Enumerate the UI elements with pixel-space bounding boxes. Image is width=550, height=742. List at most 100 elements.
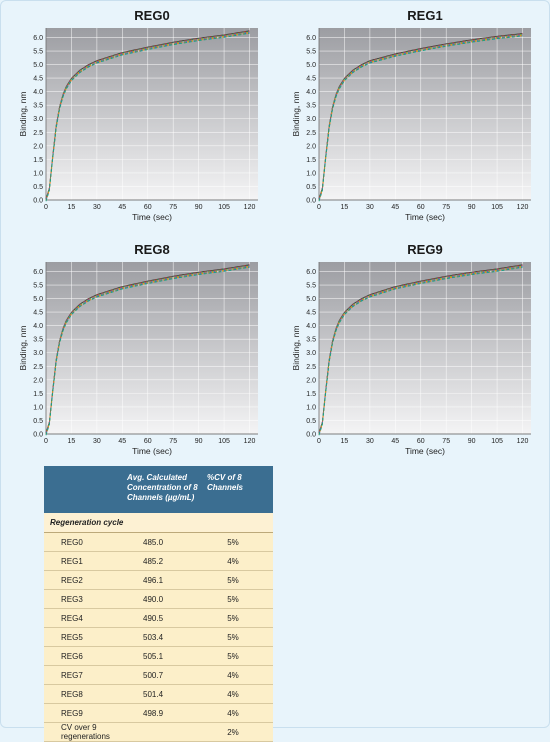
cell-avg-concentration: 485.2 <box>123 551 203 571</box>
section-row: Regeneration cycle <box>44 513 273 533</box>
cell-cycle-name: REG6 <box>44 646 123 666</box>
y-tick-label: 4.5 <box>306 76 316 83</box>
x-tick-label: 75 <box>442 204 450 211</box>
y-axis-label: Binding, nm <box>18 92 28 137</box>
y-tick-label: 6.0 <box>306 269 316 276</box>
cell-cv: 4% <box>203 665 273 685</box>
y-axis-label: Binding, nm <box>18 326 28 371</box>
chart-reg1: REG1 0.0 0.5 1.0 1.5 2.0 2.5 3.0 3.5 4.0 4.5 5.0 5.5… <box>273 0 548 230</box>
table-row: REG9 498.9 4% <box>44 703 273 723</box>
header-cv: %CV of 8 Channels <box>203 466 273 513</box>
y-tick-label: 2.5 <box>306 364 316 371</box>
y-tick-label: 3.0 <box>33 350 43 357</box>
table-header-row: Avg. Calculated Concentration of 8 Chann… <box>44 466 273 513</box>
y-tick-label: 0.5 <box>33 418 43 425</box>
x-tick-label: 30 <box>366 204 374 211</box>
y-tick-label: 0.5 <box>306 418 316 425</box>
y-tick-label: 1.0 <box>33 170 43 177</box>
chart-reg8: REG8 0.0 0.5 1.0 1.5 2.0 2.5 3.0 3.5 4.0 4.5 5.0 5.5… <box>0 234 275 464</box>
y-tick-label: 4.5 <box>33 310 43 317</box>
x-tick-label: 15 <box>341 204 349 211</box>
y-tick-label: 4.0 <box>306 323 316 330</box>
x-tick-label: 90 <box>195 438 203 445</box>
x-tick-label: 30 <box>93 204 101 211</box>
table-row: REG8 501.4 4% <box>44 684 273 704</box>
x-tick-label: 120 <box>517 438 529 445</box>
cell-avg-concentration <box>123 722 203 742</box>
cell-cycle-name: REG7 <box>44 665 123 685</box>
y-tick-label: 5.0 <box>33 296 43 303</box>
results-table: Avg. Calculated Concentration of 8 Chann… <box>44 466 273 742</box>
y-tick-label: 1.5 <box>33 391 43 398</box>
plot-area <box>46 28 258 200</box>
y-tick-label: 1.0 <box>33 404 43 411</box>
y-tick-label: 2.0 <box>33 377 43 384</box>
header-avg-concentration: Avg. Calculated Concentration of 8 Chann… <box>123 466 203 513</box>
y-tick-label: 4.0 <box>306 89 316 96</box>
cell-cv: 5% <box>203 646 273 666</box>
y-tick-label: 4.5 <box>33 76 43 83</box>
table-row: REG2 496.1 5% <box>44 570 273 590</box>
x-tick-label: 60 <box>417 438 425 445</box>
y-tick-label: 3.0 <box>306 116 316 123</box>
y-tick-label: 0.5 <box>306 184 316 191</box>
y-tick-label: 1.0 <box>306 170 316 177</box>
y-tick-label: 3.0 <box>33 116 43 123</box>
y-tick-label: 4.5 <box>306 310 316 317</box>
y-tick-label: 6.0 <box>33 35 43 42</box>
y-tick-label: 0.5 <box>33 184 43 191</box>
cell-cv: 4% <box>203 551 273 571</box>
y-tick-label: 1.5 <box>33 157 43 164</box>
x-tick-label: 60 <box>144 438 152 445</box>
cell-cycle-name: REG0 <box>44 532 123 552</box>
cell-cycle-name: REG1 <box>44 551 123 571</box>
y-tick-label: 4.0 <box>33 323 43 330</box>
cell-cv: 4% <box>203 684 273 704</box>
y-tick-label: 3.0 <box>306 350 316 357</box>
x-tick-label: 15 <box>341 438 349 445</box>
x-tick-label: 30 <box>93 438 101 445</box>
cell-avg-concentration: 496.1 <box>123 570 203 590</box>
y-tick-label: 5.5 <box>306 49 316 56</box>
x-tick-label: 0 <box>317 438 321 445</box>
y-tick-label: 5.0 <box>306 296 316 303</box>
y-axis-label: Binding, nm <box>291 326 301 371</box>
x-tick-label: 75 <box>169 204 177 211</box>
y-axis-label: Binding, nm <box>291 92 301 137</box>
y-tick-label: 3.5 <box>33 337 43 344</box>
x-tick-label: 45 <box>118 438 126 445</box>
x-tick-label: 30 <box>366 438 374 445</box>
x-tick-label: 45 <box>391 438 399 445</box>
y-tick-label: 0.0 <box>306 198 316 205</box>
section-label: Regeneration cycle <box>44 513 273 533</box>
cell-cv: 5% <box>203 570 273 590</box>
y-tick-label: 6.0 <box>33 269 43 276</box>
x-tick-label: 120 <box>517 204 529 211</box>
chart-title: REG1 <box>407 8 442 23</box>
x-axis-label: Time (sec) <box>405 212 445 222</box>
x-axis-label: Time (sec) <box>132 212 172 222</box>
y-tick-label: 0.0 <box>33 432 43 439</box>
chart-title: REG9 <box>407 242 442 257</box>
table-row: REG1 485.2 4% <box>44 551 273 571</box>
x-tick-label: 105 <box>491 204 503 211</box>
x-tick-label: 120 <box>244 204 256 211</box>
chart-reg0: REG0 0.0 0.5 1.0 1.5 2.0 2.5 3.0 3.5 4.0 4.5 5.0 5.5… <box>0 0 275 230</box>
cell-cycle-name: CV over 9 regenerations <box>44 722 123 742</box>
header-blank <box>44 466 123 513</box>
y-tick-label: 0.0 <box>306 432 316 439</box>
series-line-channel-8 <box>318 266 523 436</box>
cell-avg-concentration: 498.9 <box>123 703 203 723</box>
y-tick-label: 2.0 <box>306 377 316 384</box>
chart-svg: REG0 0.0 0.5 1.0 1.5 2.0 2.5 3.0 3.5 4.0 4.5 5.0 5.5… <box>18 8 258 222</box>
y-tick-label: 3.5 <box>306 103 316 110</box>
y-tick-label: 1.5 <box>306 157 316 164</box>
y-tick-label: 1.0 <box>306 404 316 411</box>
x-tick-label: 90 <box>195 204 203 211</box>
y-tick-label: 2.0 <box>306 143 316 150</box>
y-tick-label: 5.5 <box>33 49 43 56</box>
cell-cycle-name: REG4 <box>44 608 123 628</box>
cell-cv: 2% <box>203 722 273 742</box>
x-tick-label: 120 <box>244 438 256 445</box>
cell-cycle-name: REG9 <box>44 703 123 723</box>
